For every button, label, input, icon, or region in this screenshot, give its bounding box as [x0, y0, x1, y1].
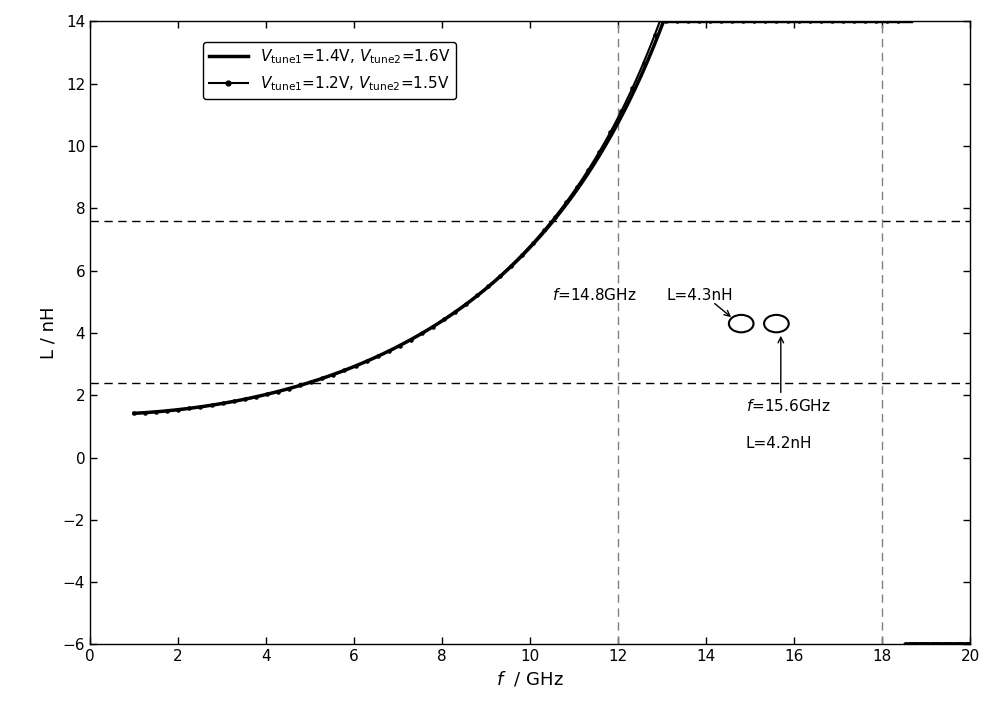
Text: $f$=15.6GHz: $f$=15.6GHz	[746, 398, 830, 414]
Text: L=4.2nH: L=4.2nH	[746, 436, 812, 451]
X-axis label: $f$  / GHz: $f$ / GHz	[496, 669, 564, 689]
Text: $f$=14.8GHz: $f$=14.8GHz	[552, 287, 636, 304]
Text: L=4.3nH: L=4.3nH	[666, 289, 733, 304]
Legend: $V_{\mathrm{tune1}}$=1.4V, $V_{\mathrm{tune2}}$=1.6V, $V_{\mathrm{tune1}}$=1.2V,: $V_{\mathrm{tune1}}$=1.4V, $V_{\mathrm{t…	[203, 42, 456, 99]
Y-axis label: L / nH: L / nH	[39, 306, 57, 359]
